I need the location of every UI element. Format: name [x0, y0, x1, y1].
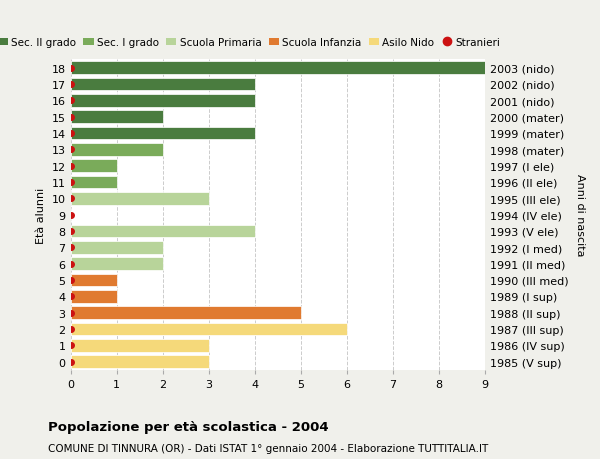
Legend: Sec. II grado, Sec. I grado, Scuola Primaria, Scuola Infanzia, Asilo Nido, Stran: Sec. II grado, Sec. I grado, Scuola Prim… [0, 34, 504, 52]
Bar [71, 290, 116, 303]
Bar [71, 192, 209, 205]
Bar [71, 257, 163, 270]
Bar [71, 355, 209, 368]
Bar [71, 176, 116, 189]
Bar [71, 62, 485, 75]
Bar [71, 144, 163, 157]
Bar [71, 241, 163, 254]
Y-axis label: Anni di nascita: Anni di nascita [575, 174, 585, 256]
Text: Popolazione per età scolastica - 2004: Popolazione per età scolastica - 2004 [48, 420, 329, 433]
Bar [71, 323, 347, 336]
Bar [71, 339, 209, 352]
Bar [71, 274, 116, 287]
Bar [71, 127, 254, 140]
Bar [71, 160, 116, 173]
Bar [71, 307, 301, 319]
Bar [71, 111, 163, 124]
Y-axis label: Età alunni: Età alunni [36, 187, 46, 243]
Bar [71, 95, 254, 107]
Bar [71, 78, 254, 91]
Bar [71, 225, 254, 238]
Text: COMUNE DI TINNURA (OR) - Dati ISTAT 1° gennaio 2004 - Elaborazione TUTTITALIA.IT: COMUNE DI TINNURA (OR) - Dati ISTAT 1° g… [48, 443, 488, 453]
